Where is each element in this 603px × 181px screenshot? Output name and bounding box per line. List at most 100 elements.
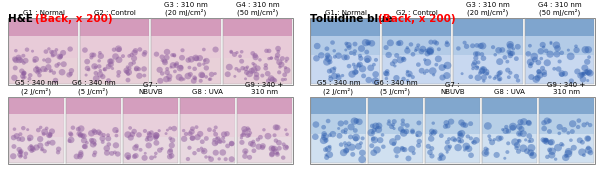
Circle shape <box>100 74 106 79</box>
Circle shape <box>411 75 415 79</box>
Circle shape <box>333 66 336 70</box>
Circle shape <box>402 56 406 60</box>
Circle shape <box>507 49 511 54</box>
Circle shape <box>264 63 268 67</box>
Circle shape <box>353 118 359 124</box>
Bar <box>482 98 537 163</box>
Circle shape <box>389 138 397 146</box>
Circle shape <box>328 133 332 137</box>
Circle shape <box>450 136 456 142</box>
Circle shape <box>19 58 24 63</box>
Circle shape <box>98 53 104 59</box>
Circle shape <box>558 70 565 77</box>
Circle shape <box>312 134 318 140</box>
Circle shape <box>256 137 260 142</box>
Circle shape <box>400 129 405 133</box>
Circle shape <box>19 150 22 154</box>
Circle shape <box>126 155 131 160</box>
Circle shape <box>108 62 114 67</box>
Circle shape <box>408 74 411 77</box>
Circle shape <box>356 119 363 125</box>
Circle shape <box>173 70 177 73</box>
Bar <box>539 98 594 114</box>
Circle shape <box>97 59 101 62</box>
Circle shape <box>344 148 350 153</box>
Circle shape <box>262 128 266 131</box>
Circle shape <box>45 127 48 130</box>
Circle shape <box>387 119 391 123</box>
Circle shape <box>179 55 185 61</box>
Bar <box>8 97 293 164</box>
Circle shape <box>202 150 205 153</box>
Circle shape <box>169 66 172 69</box>
Circle shape <box>11 75 17 81</box>
Circle shape <box>423 72 426 75</box>
Circle shape <box>254 65 260 71</box>
Bar <box>66 114 121 137</box>
Circle shape <box>554 51 560 58</box>
Circle shape <box>362 39 370 46</box>
Circle shape <box>545 155 549 159</box>
Bar <box>525 19 594 35</box>
Circle shape <box>384 71 390 77</box>
Circle shape <box>329 75 332 78</box>
Circle shape <box>318 52 324 58</box>
Circle shape <box>365 58 370 63</box>
Circle shape <box>504 125 508 129</box>
Circle shape <box>528 144 535 152</box>
Circle shape <box>463 41 467 45</box>
Circle shape <box>324 153 327 156</box>
Circle shape <box>466 145 472 152</box>
Circle shape <box>200 73 205 78</box>
Circle shape <box>580 140 585 145</box>
Circle shape <box>372 63 376 66</box>
Circle shape <box>239 59 244 64</box>
Circle shape <box>125 69 132 75</box>
Circle shape <box>518 132 521 136</box>
Circle shape <box>475 43 479 48</box>
Bar <box>223 35 292 58</box>
Circle shape <box>353 65 358 70</box>
Circle shape <box>321 125 326 129</box>
Circle shape <box>353 49 357 53</box>
Circle shape <box>153 140 159 146</box>
Circle shape <box>91 63 98 70</box>
Circle shape <box>576 137 583 143</box>
Circle shape <box>473 137 480 144</box>
Circle shape <box>157 67 163 73</box>
Circle shape <box>321 133 329 140</box>
Circle shape <box>547 148 552 152</box>
Circle shape <box>479 68 485 74</box>
Circle shape <box>350 152 355 157</box>
Circle shape <box>554 144 562 151</box>
Circle shape <box>247 128 251 132</box>
Circle shape <box>142 50 148 55</box>
Circle shape <box>528 140 531 143</box>
Circle shape <box>529 62 533 66</box>
Circle shape <box>116 74 121 78</box>
Circle shape <box>444 42 450 47</box>
Circle shape <box>58 54 63 58</box>
Circle shape <box>141 66 147 72</box>
Circle shape <box>45 142 49 146</box>
Circle shape <box>28 73 33 77</box>
Circle shape <box>217 138 223 143</box>
Circle shape <box>569 120 576 127</box>
Circle shape <box>372 123 379 129</box>
Circle shape <box>124 152 131 159</box>
Circle shape <box>40 66 46 72</box>
Circle shape <box>163 55 169 60</box>
Circle shape <box>253 54 259 60</box>
Circle shape <box>485 72 489 76</box>
Circle shape <box>245 66 249 69</box>
Circle shape <box>247 155 252 160</box>
Circle shape <box>275 152 280 157</box>
Bar <box>525 19 594 84</box>
Circle shape <box>136 73 142 79</box>
Circle shape <box>517 119 523 125</box>
Bar <box>151 19 221 84</box>
Circle shape <box>130 132 135 137</box>
Circle shape <box>134 66 139 71</box>
Circle shape <box>260 143 266 149</box>
Circle shape <box>57 62 61 66</box>
